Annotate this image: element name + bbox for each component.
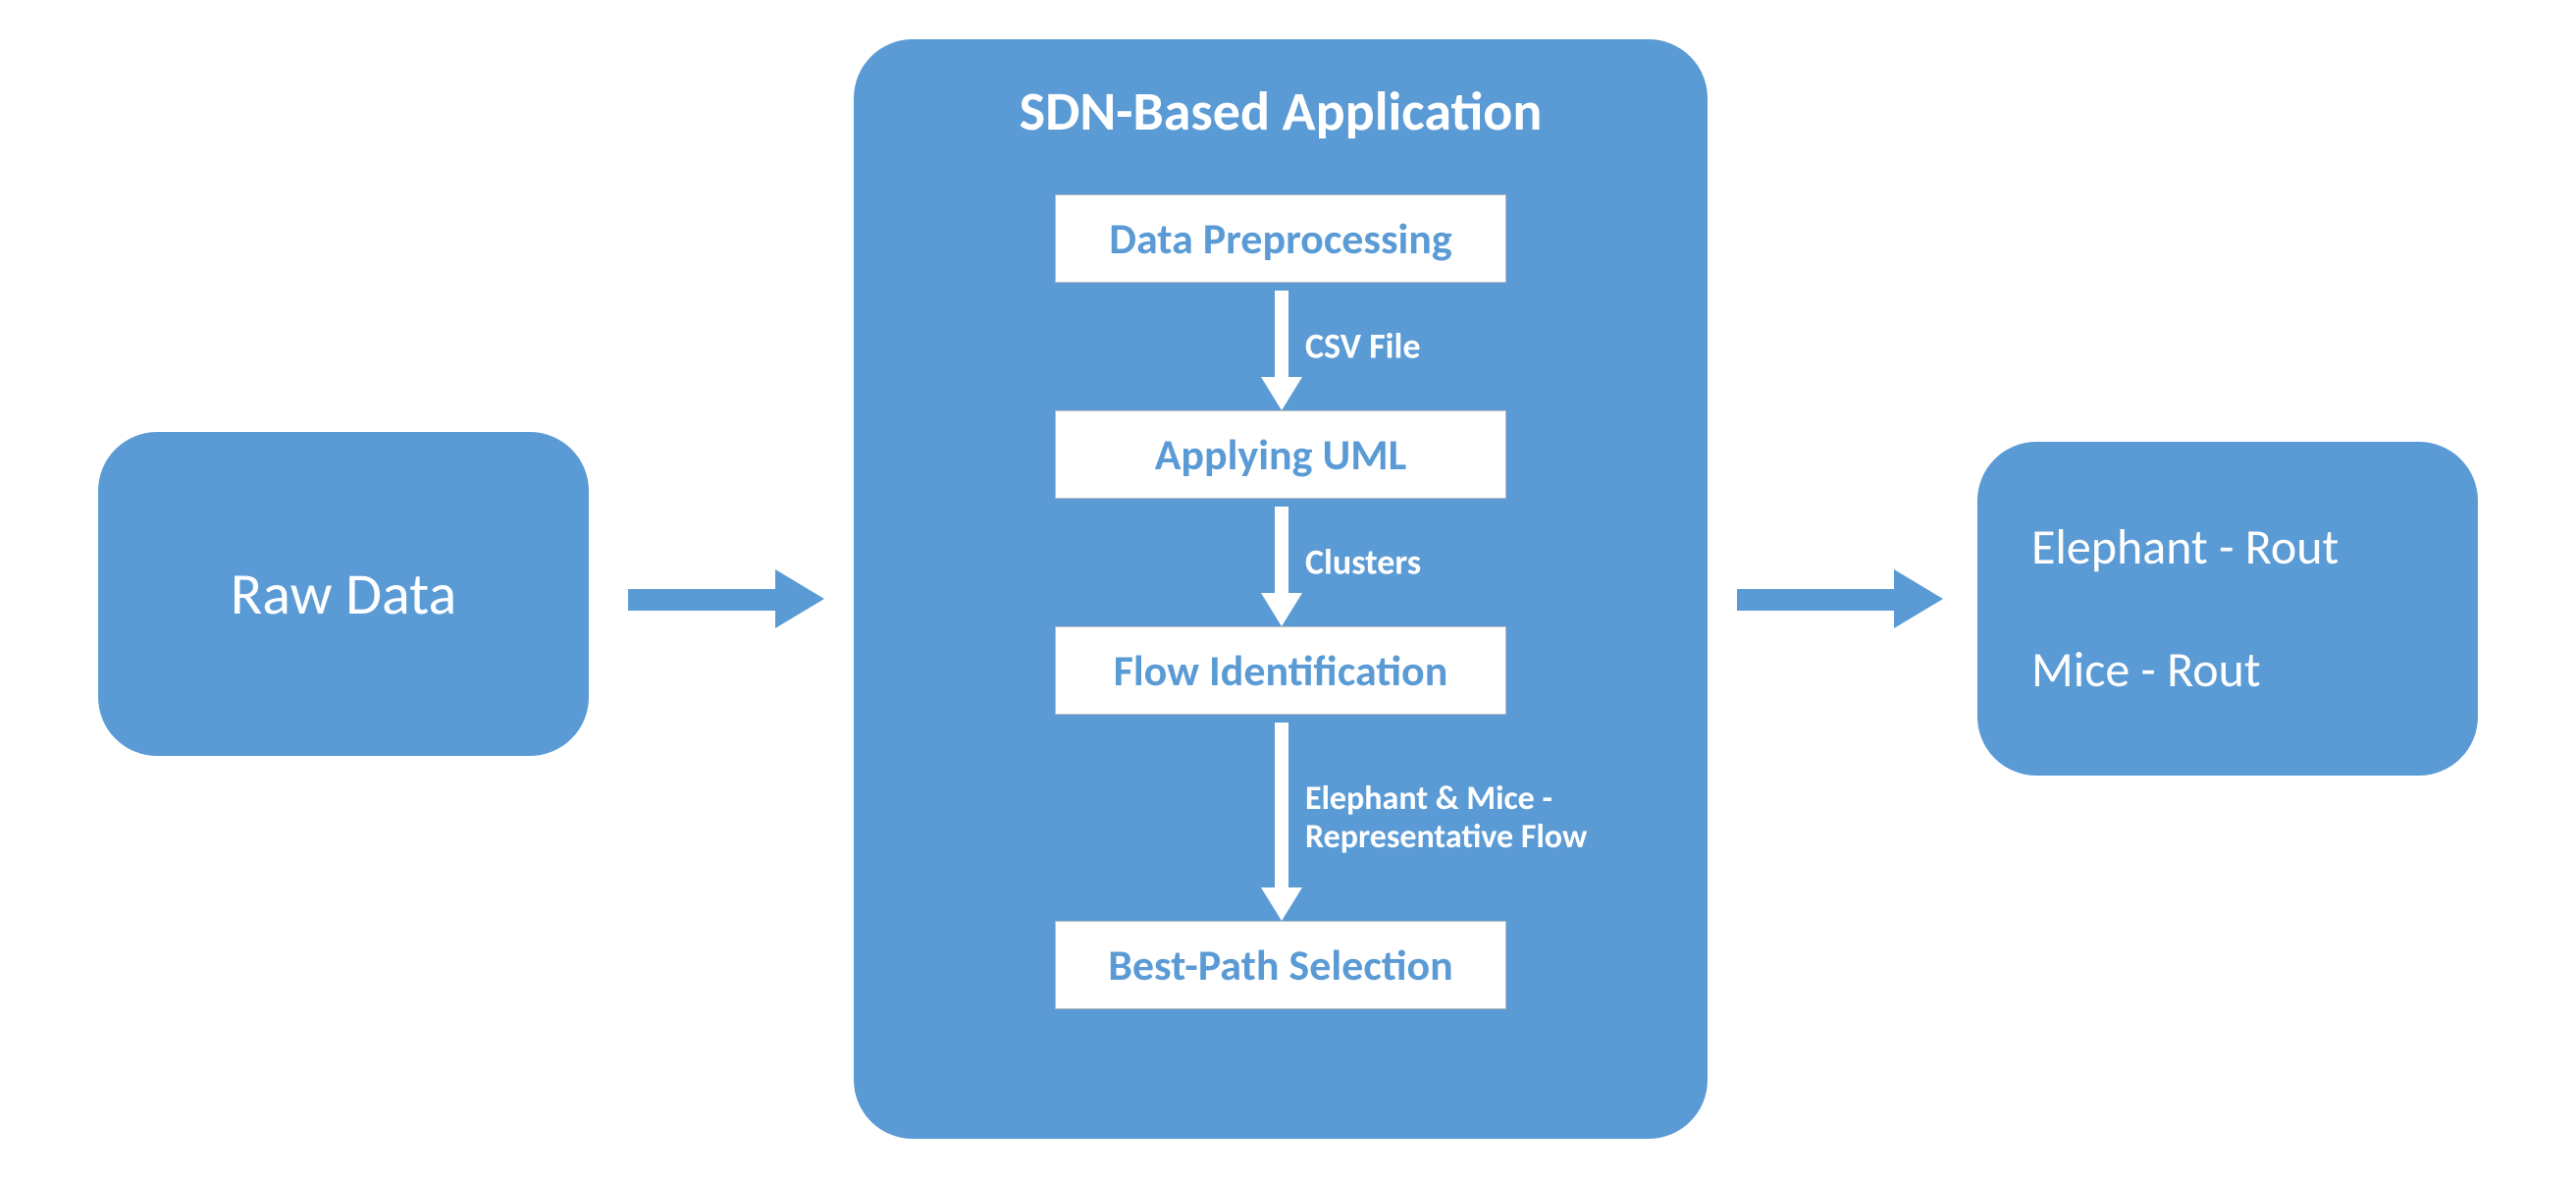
- output-elephant-rout: Elephant - Rout: [2031, 523, 2339, 572]
- edge-label-rep-flow: Elephant & Mice - Representative Flow: [1305, 779, 1587, 856]
- output-mice-rout: Mice - Rout: [2031, 646, 2261, 695]
- arrow-app-to-output: [1737, 560, 1943, 638]
- raw-data-node: Raw Data: [98, 432, 589, 756]
- sdn-app-node: SDN-Based Application Data Preprocessing…: [854, 39, 1708, 1139]
- edge-clusters: Clusters: [1055, 499, 1506, 626]
- edge-label-csv: CSV File: [1305, 326, 1420, 366]
- step-best-path-selection: Best-Path Selection: [1055, 921, 1506, 1009]
- raw-data-label: Raw Data: [231, 559, 457, 630]
- arrow-raw-to-app: [628, 560, 824, 638]
- edge-representative-flow: Elephant & Mice - Representative Flow: [1055, 715, 1506, 921]
- step-data-preprocessing: Data Preprocessing: [1055, 194, 1506, 283]
- edge-label-clusters: Clusters: [1305, 542, 1421, 582]
- step-applying-uml: Applying UML: [1055, 410, 1506, 499]
- output-node: Elephant - Rout Mice - Rout: [1977, 442, 2478, 776]
- sdn-app-title: SDN-Based Application: [1020, 79, 1543, 145]
- edge-csv-file: CSV File: [1055, 283, 1506, 410]
- step-flow-identification: Flow Identification: [1055, 626, 1506, 715]
